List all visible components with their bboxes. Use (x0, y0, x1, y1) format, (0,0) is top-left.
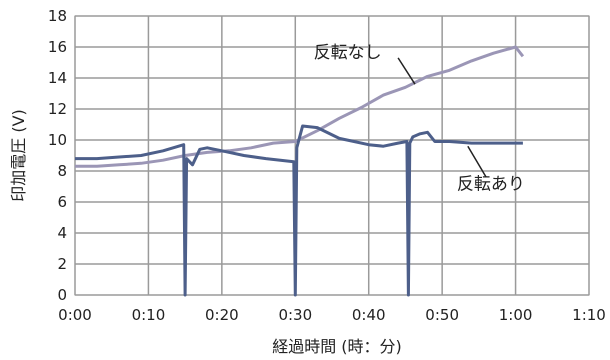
y-tick-label: 12 (48, 100, 67, 118)
y-tick-label: 16 (48, 38, 67, 56)
x-tick-label: 1:10 (572, 306, 606, 324)
y-axis-title: 印加電圧 (V) (9, 109, 28, 202)
x-tick-label: 0:40 (352, 306, 386, 324)
y-tick-label: 2 (57, 255, 67, 273)
y-tick-label: 4 (57, 224, 67, 242)
axes: 経過時間 (時：分) 印加電圧 (V) (9, 109, 402, 356)
series-line-1 (75, 45, 525, 168)
annotation-leader-2 (467, 145, 487, 178)
y-tick-label: 18 (48, 7, 67, 25)
x-tick-label: 0:00 (58, 306, 92, 324)
y-tick-label: 0 (57, 286, 67, 304)
annotation-with-reversal: 反転あり (457, 175, 525, 195)
annotation-no-reversal: 反転なし (314, 43, 382, 63)
x-tick-label: 0:30 (278, 306, 312, 324)
series (75, 45, 525, 297)
plot-area (74, 15, 590, 296)
y-tick-label: 14 (48, 69, 67, 87)
series-line-2 (75, 124, 523, 297)
x-tick-label: 0:10 (132, 306, 166, 324)
y-tick-label: 10 (48, 131, 67, 149)
grid (74, 15, 590, 296)
x-tick-label: 0:20 (205, 306, 239, 324)
y-tick-label: 6 (57, 193, 67, 211)
annotation-leader-1 (397, 57, 416, 85)
x-axis-title: 経過時間 (時：分) (272, 337, 402, 356)
x-tick-label: 1:00 (499, 306, 533, 324)
y-tick-label: 8 (57, 162, 67, 180)
x-tick-label: 0:50 (425, 306, 459, 324)
tick-labels: 0 2 4 6 8 10 12 14 16 18 0:00 0:10 0:20 0:30 0:40 0:50 1… (48, 7, 606, 324)
